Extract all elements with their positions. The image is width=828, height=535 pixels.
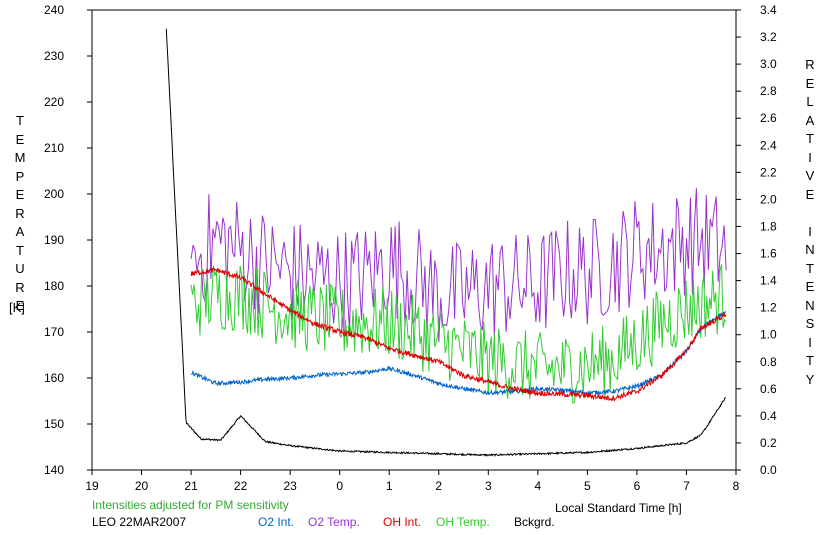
x-tick-label: 19 [85, 479, 99, 493]
y2-tick-label: 0.2 [760, 436, 777, 450]
x-tick-label: 8 [733, 479, 740, 493]
legend-item: OH Int. [383, 515, 422, 529]
y2-tick-label: 0.4 [760, 409, 777, 423]
y2-tick-label: 2.4 [760, 138, 777, 152]
series-line-oh-temp [190, 264, 727, 405]
y-tick-label: 220 [44, 95, 64, 109]
y-tick-label: 140 [44, 463, 64, 477]
legend-item: Bckgrd. [514, 515, 555, 529]
series-line-oh-int [190, 266, 727, 403]
y-tick-label: 190 [44, 233, 64, 247]
x-tick-label: 5 [584, 479, 591, 493]
x-tick-label: 0 [336, 479, 343, 493]
x-tick-label: 7 [683, 479, 690, 493]
series-layer [165, 28, 727, 457]
y-tick-label: 170 [44, 325, 64, 339]
y2-tick-label: 0.8 [760, 355, 777, 369]
legend: O2 Int. O2 Temp. OH Int. OH Temp. Bckgrd. [0, 515, 828, 533]
x-axis-title: Local Standard Time [h] [555, 501, 682, 515]
y-tick-label: 240 [44, 3, 64, 17]
x-tick-label: 23 [283, 479, 297, 493]
y2-tick-label: 2.8 [760, 84, 777, 98]
y-tick-label: 230 [44, 49, 64, 63]
x-tick-label: 1 [386, 479, 393, 493]
x-tick-label: 3 [485, 479, 492, 493]
y-tick-label: 180 [44, 279, 64, 293]
series-line-o2-int [190, 311, 727, 397]
y-tick-label: 210 [44, 141, 64, 155]
x-tick-label: 22 [234, 479, 248, 493]
y-tick-label: 160 [44, 371, 64, 385]
legend-item: O2 Int. [258, 515, 295, 529]
y-tick-label: 200 [44, 187, 64, 201]
axes-layer: 1401501601701801902002102202302400.00.20… [44, 3, 777, 493]
y2-tick-label: 3.4 [760, 3, 777, 17]
y2-tick-label: 1.2 [760, 301, 777, 315]
y2-tick-label: 0.0 [760, 463, 777, 477]
y2-tick-label: 2.2 [760, 165, 777, 179]
y2-tick-label: 1.6 [760, 247, 777, 261]
series-line-o2-temp [190, 188, 727, 343]
legend-item: OH Temp. [436, 515, 490, 529]
x-tick-label: 4 [535, 479, 542, 493]
y-tick-label: 150 [44, 417, 64, 431]
y2-tick-label: 2.6 [760, 111, 777, 125]
y2-tick-label: 2.0 [760, 192, 777, 206]
x-tick-label: 6 [634, 479, 641, 493]
pm-sensitivity-note: Intensities adjusted for PM sensitivity [92, 498, 289, 512]
x-tick-label: 20 [135, 479, 149, 493]
x-tick-label: 2 [435, 479, 442, 493]
legend-item: O2 Temp. [308, 515, 360, 529]
x-tick-label: 21 [184, 479, 198, 493]
series-line-bckgrd [165, 28, 727, 457]
y2-tick-label: 3.2 [760, 30, 777, 44]
y2-tick-label: 1.8 [760, 219, 777, 233]
y2-tick-label: 1.0 [760, 328, 777, 342]
y2-tick-label: 3.0 [760, 57, 777, 71]
station-date: LEO 22MAR2007 [92, 515, 187, 529]
y2-tick-label: 1.4 [760, 274, 777, 288]
y-axis-unit: [K] [9, 300, 25, 315]
y2-tick-label: 0.6 [760, 382, 777, 396]
